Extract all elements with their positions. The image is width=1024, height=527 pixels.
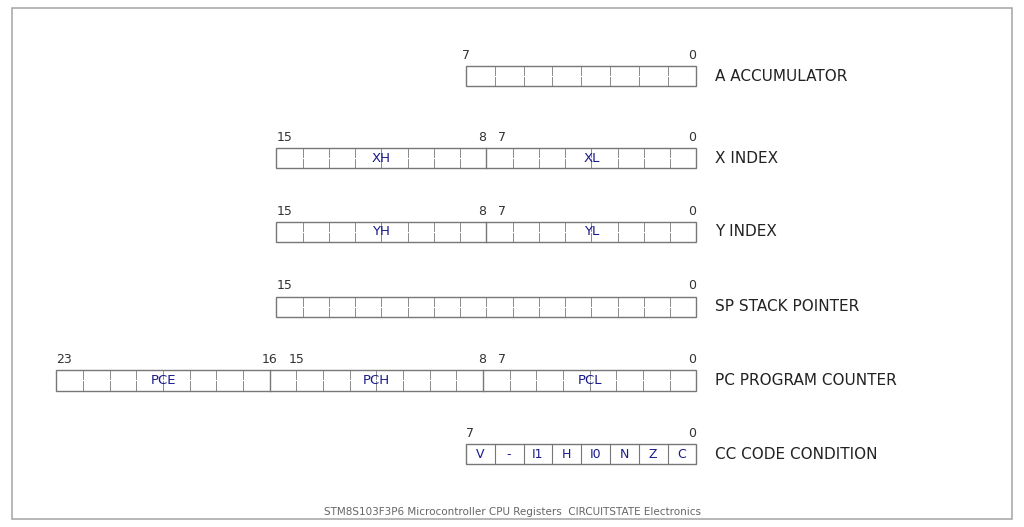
Text: 7: 7	[498, 131, 506, 144]
Text: 0: 0	[688, 353, 696, 366]
Bar	[276, 297, 696, 317]
Text: Z: Z	[649, 448, 657, 461]
Text: I0: I0	[590, 448, 601, 461]
Text: 0: 0	[688, 49, 696, 62]
Text: STM8S103F3P6 Microcontroller CPU Registers  CIRCUITSTATE Electronics: STM8S103F3P6 Microcontroller CPU Registe…	[324, 508, 700, 517]
Text: 7: 7	[498, 353, 506, 366]
Text: CC CODE CONDITION: CC CODE CONDITION	[715, 447, 878, 462]
Text: 8: 8	[478, 353, 486, 366]
Text: 0: 0	[688, 204, 696, 218]
Text: C: C	[678, 448, 686, 461]
Text: YH: YH	[373, 226, 390, 238]
Text: 0: 0	[688, 427, 696, 440]
Text: SP STACK POINTER: SP STACK POINTER	[715, 299, 859, 314]
Text: YL: YL	[584, 226, 599, 238]
Text: 7: 7	[462, 49, 470, 62]
Text: I1: I1	[532, 448, 544, 461]
Text: Y INDEX: Y INDEX	[715, 225, 776, 239]
Text: N: N	[620, 448, 629, 461]
Text: 7: 7	[498, 204, 506, 218]
Text: 15: 15	[289, 353, 305, 366]
Bar	[466, 444, 696, 464]
Text: 0: 0	[688, 279, 696, 292]
Text: V: V	[476, 448, 484, 461]
Text: 15: 15	[276, 204, 293, 218]
Bar	[276, 148, 696, 168]
Text: XH: XH	[372, 152, 391, 164]
Text: 15: 15	[276, 279, 293, 292]
Text: H: H	[562, 448, 571, 461]
Text: 0: 0	[688, 131, 696, 144]
Text: A ACCUMULATOR: A ACCUMULATOR	[715, 69, 847, 84]
Bar	[56, 370, 696, 391]
Text: PC PROGRAM COUNTER: PC PROGRAM COUNTER	[715, 373, 896, 388]
Text: PCL: PCL	[578, 374, 602, 387]
Text: -: -	[507, 448, 511, 461]
Text: PCH: PCH	[362, 374, 390, 387]
Bar	[276, 222, 696, 242]
Text: 23: 23	[56, 353, 72, 366]
Text: 8: 8	[478, 204, 486, 218]
Text: X INDEX: X INDEX	[715, 151, 778, 165]
Text: PCE: PCE	[151, 374, 176, 387]
Text: 16: 16	[261, 353, 278, 366]
Text: 8: 8	[478, 131, 486, 144]
Bar	[466, 66, 696, 86]
Text: XL: XL	[584, 152, 599, 164]
Text: 15: 15	[276, 131, 293, 144]
Text: 7: 7	[466, 427, 474, 440]
